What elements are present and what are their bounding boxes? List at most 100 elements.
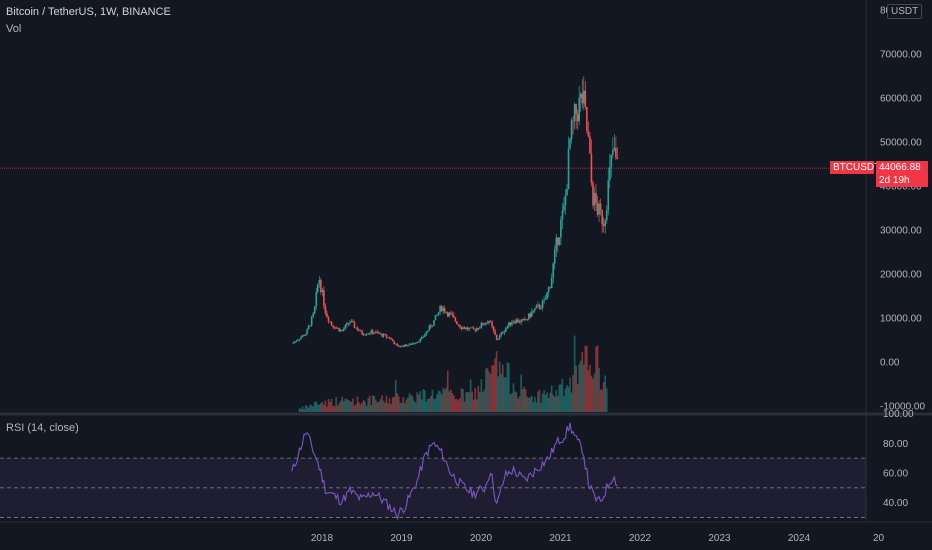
candle-body <box>505 328 507 332</box>
candle-body <box>428 325 431 331</box>
volume-bar <box>309 404 311 412</box>
candle-body <box>535 305 538 309</box>
volume-bar <box>584 346 587 412</box>
candle-body <box>315 292 318 307</box>
candle-body <box>318 279 321 284</box>
volume-label: Vol <box>6 23 22 35</box>
candle-body <box>332 325 334 328</box>
candle-body <box>475 328 478 331</box>
candle-body <box>573 104 576 122</box>
volume-bar <box>514 391 516 412</box>
candle-body <box>547 287 550 293</box>
currency-badge[interactable]: USDT <box>887 4 923 19</box>
candle-body <box>445 312 448 314</box>
candle-body <box>358 330 360 332</box>
candle-body <box>405 344 408 347</box>
volume-bar <box>367 398 370 412</box>
candle-body <box>560 219 562 238</box>
volume-bar <box>382 400 385 412</box>
volume-bar <box>537 391 539 412</box>
symbol-price-tag: BTCUSDT <box>830 161 880 174</box>
volume-bar <box>486 367 489 412</box>
volume-bar <box>414 402 417 412</box>
volume-bar <box>361 402 363 412</box>
candle-body <box>457 324 460 325</box>
candle-body <box>310 316 313 326</box>
volume-bar <box>564 388 567 412</box>
time-tick-label: 2021 <box>549 533 572 544</box>
volume-bar <box>307 407 310 412</box>
rsi-axis: 100.00 80.00 60.00 40.00 <box>883 409 914 509</box>
volume-bar <box>329 402 331 412</box>
candle-body <box>550 277 553 289</box>
volume-bar <box>300 409 302 412</box>
candle-body <box>387 337 389 338</box>
candle-body <box>494 330 496 335</box>
candle-body <box>589 136 591 154</box>
volume-bar <box>587 370 590 412</box>
volume-bar <box>391 397 394 412</box>
candle-body <box>327 317 330 322</box>
candle-body <box>373 332 376 334</box>
candle-body <box>593 192 596 206</box>
volume-bar <box>373 396 376 412</box>
volume-bar <box>566 385 568 412</box>
volume-bar <box>529 397 532 412</box>
volume-bar <box>553 396 556 412</box>
volume-bar <box>480 379 483 412</box>
volume-bar <box>404 403 406 412</box>
volume-bar <box>575 365 577 412</box>
volume-bar <box>561 378 564 412</box>
candle-body <box>417 341 420 343</box>
candle-body <box>466 327 469 330</box>
volume-bar <box>531 395 533 412</box>
volume-bar <box>313 401 316 412</box>
volume-bar <box>384 402 386 412</box>
volume-bar <box>593 373 596 412</box>
volume-bar <box>303 409 305 412</box>
candle-body <box>509 322 512 325</box>
volume-bar <box>505 377 507 412</box>
candle-body <box>339 330 342 332</box>
rsi-tick-label: 40.00 <box>883 498 908 509</box>
candle-body <box>608 167 611 181</box>
candle-body <box>468 328 470 330</box>
volume-bar <box>590 375 593 412</box>
volume-bar <box>449 389 452 412</box>
volume-bar <box>454 399 457 412</box>
volume-bar <box>579 360 582 412</box>
volume-bar <box>592 378 594 412</box>
candle-body <box>333 327 336 329</box>
candle-body <box>451 313 454 316</box>
volume-bar <box>567 387 570 412</box>
candle-body <box>483 324 486 326</box>
candle-body <box>563 205 565 211</box>
candle-body <box>433 320 435 326</box>
candle-body <box>454 317 457 322</box>
volume-bar <box>298 408 301 412</box>
volume-bar <box>381 395 383 412</box>
volume-bar <box>599 389 602 412</box>
candle-body <box>604 220 607 227</box>
candlesticks <box>292 76 619 348</box>
candle-body <box>555 237 558 250</box>
candle-body <box>408 343 411 346</box>
volume-bar <box>586 345 588 412</box>
volume-bar <box>352 398 354 412</box>
candle-body <box>320 279 322 292</box>
volume-bar <box>336 405 339 412</box>
candle-body <box>477 328 480 329</box>
volume-bar <box>405 399 408 412</box>
price-tick-label: 50000.00 <box>880 138 922 149</box>
volume-bar <box>375 399 377 412</box>
candle-body <box>472 327 475 330</box>
volume-bar <box>301 406 304 412</box>
volume-bar <box>482 392 484 412</box>
volume-bar <box>466 391 469 412</box>
rsi-label: RSI (14, close) <box>6 422 79 434</box>
candle-body <box>440 305 443 312</box>
volume-bar <box>422 389 425 412</box>
candle-body <box>307 325 310 330</box>
volume-bar <box>576 384 579 412</box>
